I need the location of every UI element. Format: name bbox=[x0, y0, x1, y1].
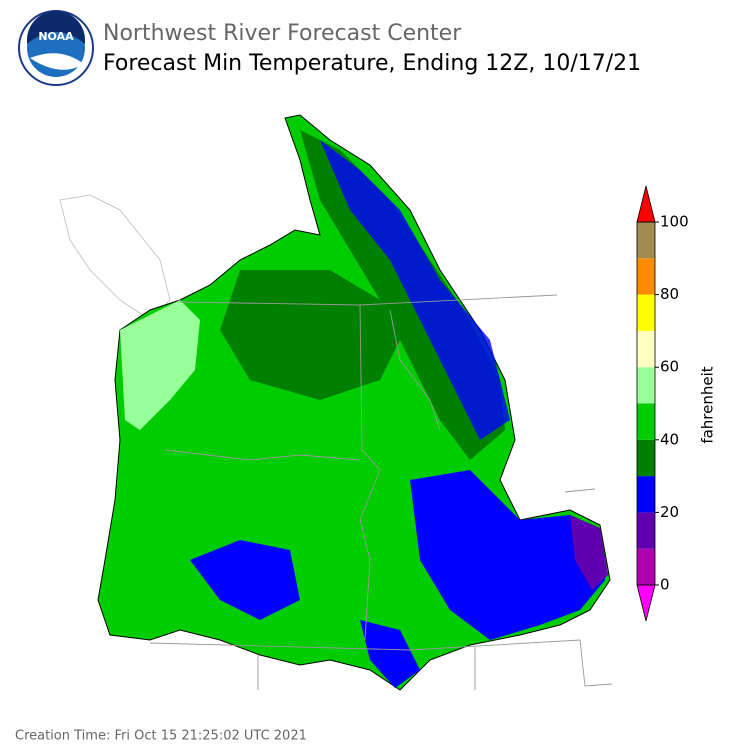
cold-zone bbox=[320, 140, 510, 440]
colorbar-frame bbox=[636, 221, 656, 586]
colorbar-segment bbox=[637, 367, 655, 404]
warm-zone bbox=[120, 300, 200, 430]
colorbar-under bbox=[636, 584, 656, 622]
colorbar-segment bbox=[637, 439, 655, 477]
title: Northwest River Forecast Center bbox=[103, 21, 462, 46]
colorbar-over bbox=[636, 185, 656, 223]
colorbar-segment bbox=[637, 403, 655, 440]
logo-gull bbox=[30, 53, 84, 70]
colorbar-tick-label: 40 bbox=[660, 430, 679, 448]
colorbar-tick-label: 60 bbox=[660, 358, 679, 376]
cool-zone bbox=[220, 270, 400, 400]
logo-top bbox=[27, 11, 85, 44]
logo-text: NOAA bbox=[38, 30, 74, 43]
colorbar-segment bbox=[637, 512, 655, 549]
colorbar-tick-label: 0 bbox=[660, 576, 670, 594]
map bbox=[59, 114, 613, 691]
colorbar-segment bbox=[637, 548, 655, 585]
colorbar-segment bbox=[637, 222, 655, 259]
colorbar: 0 20 40 60 80 100 bbox=[636, 185, 689, 622]
state-borders bbox=[149, 294, 613, 690]
cold-zone bbox=[360, 620, 420, 688]
colorbar-tick-label: 20 bbox=[660, 503, 679, 521]
colorbar-tick-label: 100 bbox=[660, 213, 689, 231]
noaa-logo: NOAA bbox=[18, 10, 94, 86]
cold-zone bbox=[190, 540, 300, 620]
colorbar-segment bbox=[637, 294, 655, 331]
colorbar-segment bbox=[637, 258, 655, 295]
coastline bbox=[59, 194, 171, 321]
colorbar-label: fahrenheit bbox=[699, 366, 717, 443]
colorbar-segment bbox=[637, 476, 655, 513]
colorbar-segment bbox=[637, 330, 655, 368]
creation-time: Creation Time: Fri Oct 15 21:25:02 UTC 2… bbox=[15, 729, 307, 744]
colorbar-tick-label: 80 bbox=[660, 285, 679, 303]
cold-zone bbox=[410, 470, 605, 640]
subtitle: Forecast Min Temperature, Ending 12Z, 10… bbox=[103, 51, 641, 76]
very-cold-zone bbox=[570, 515, 608, 590]
